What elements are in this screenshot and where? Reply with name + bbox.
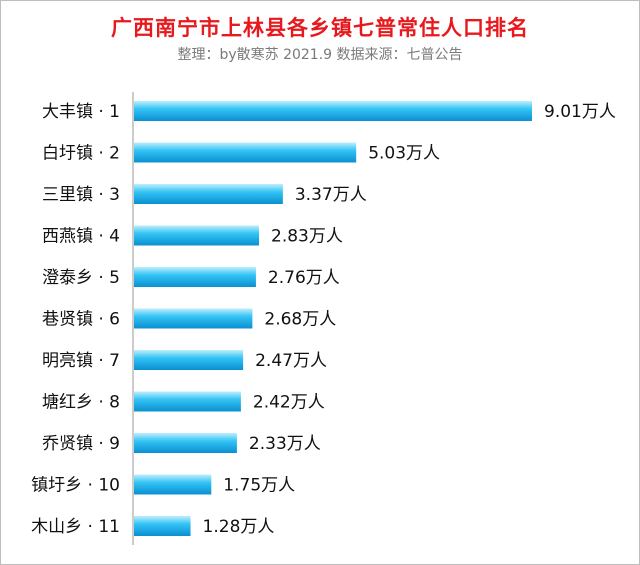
value-label: 2.83万人 xyxy=(271,227,343,247)
bar xyxy=(134,225,260,246)
bar xyxy=(134,433,237,453)
bar xyxy=(134,184,283,204)
value-label: 5.03万人 xyxy=(368,144,440,164)
category-label: 乔贤镇 · 9 xyxy=(42,434,120,454)
value-label: 2.76万人 xyxy=(268,268,340,288)
chart-title: 广西南宁市上林县各乡镇七普常住人口排名 xyxy=(111,16,529,40)
value-label: 1.28万人 xyxy=(203,517,275,537)
value-label: 2.42万人 xyxy=(253,393,325,413)
bar xyxy=(134,516,191,536)
value-label: 2.33万人 xyxy=(249,434,321,454)
category-label: 三里镇 · 3 xyxy=(42,185,120,205)
bar xyxy=(134,350,244,370)
category-label: 西燕镇 · 4 xyxy=(42,227,120,247)
bar xyxy=(134,474,212,495)
chart-subtitle: 整理：by散寒苏 2021.9 数据来源：七普公告 xyxy=(177,47,463,63)
category-label: 木山乡 · 11 xyxy=(31,517,120,537)
bar xyxy=(134,142,357,163)
value-label: 3.37万人 xyxy=(295,185,367,205)
value-label: 2.68万人 xyxy=(264,310,336,330)
category-label: 大丰镇 · 1 xyxy=(42,102,120,122)
category-label: 澄泰乡 · 5 xyxy=(42,268,120,288)
bar xyxy=(134,101,532,121)
value-label: 9.01万人 xyxy=(544,102,616,122)
bar xyxy=(134,267,256,287)
category-label: 镇圩乡 · 10 xyxy=(31,476,120,496)
value-label: 2.47万人 xyxy=(255,351,327,371)
category-label: 白圩镇 · 2 xyxy=(42,144,120,164)
category-label: 塘红乡 · 8 xyxy=(42,393,120,413)
value-label: 1.75万人 xyxy=(223,476,295,496)
bar xyxy=(134,308,253,329)
category-label: 巷贤镇 · 6 xyxy=(42,310,120,330)
bar xyxy=(134,391,241,412)
category-label: 明亮镇 · 7 xyxy=(42,351,120,371)
